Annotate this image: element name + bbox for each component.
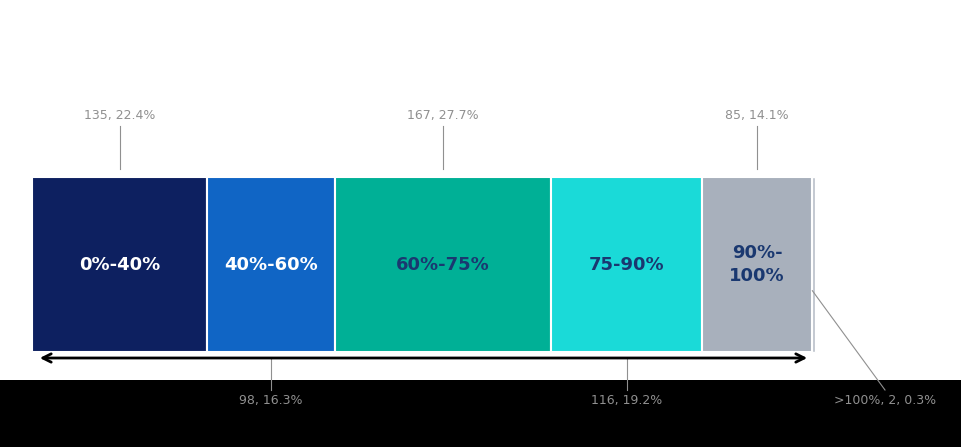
Text: 85, 14.1%: 85, 14.1% bbox=[726, 109, 789, 122]
Bar bbox=[702, 177, 812, 352]
Bar bbox=[0, 380, 961, 447]
Text: 90%-
100%: 90%- 100% bbox=[729, 244, 785, 285]
Text: 40%-60%: 40%-60% bbox=[224, 256, 318, 274]
Text: 98, 16.3%: 98, 16.3% bbox=[239, 394, 303, 407]
Text: 0%-40%: 0%-40% bbox=[79, 256, 160, 274]
Text: 60%-75%: 60%-75% bbox=[396, 256, 490, 274]
Bar bbox=[208, 177, 334, 352]
Bar bbox=[552, 177, 702, 352]
Text: 116, 19.2%: 116, 19.2% bbox=[591, 394, 662, 407]
Text: 167, 27.7%: 167, 27.7% bbox=[407, 109, 479, 122]
Text: >100%, 2, 0.3%: >100%, 2, 0.3% bbox=[834, 394, 936, 407]
Bar bbox=[812, 177, 815, 352]
Bar bbox=[334, 177, 552, 352]
Text: 135, 22.4%: 135, 22.4% bbox=[84, 109, 156, 122]
Text: 75-90%: 75-90% bbox=[589, 256, 664, 274]
Bar bbox=[32, 177, 208, 352]
